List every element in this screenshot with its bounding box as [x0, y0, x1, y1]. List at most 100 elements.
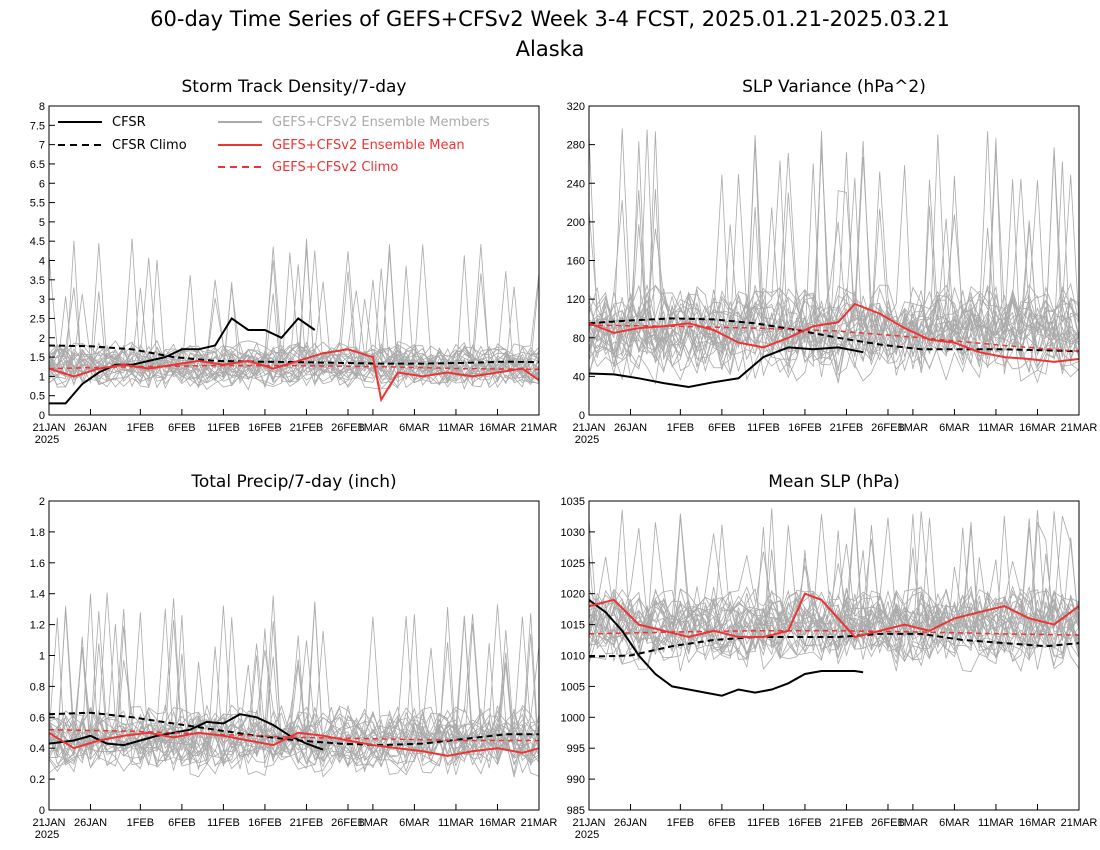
y-tick-label: 1025	[561, 558, 585, 570]
chart-panel-4: Mean SLP (hPa) 985 990 995 1000 1005 1010 1015 1…	[561, 472, 1098, 841]
ensemble-member-line	[589, 522, 1079, 642]
x-year-label: 2025	[35, 829, 59, 841]
x-tick-label: 16FEB	[248, 422, 282, 434]
y-tick-label: 0.2	[30, 774, 45, 786]
x-tick-label: 16MAR	[1019, 817, 1056, 829]
y-tick-label: 0.5	[30, 391, 45, 403]
y-tick-label: 0	[39, 410, 45, 422]
ensemble-member-line	[589, 141, 1079, 373]
y-tick-label: 7.5	[30, 120, 45, 132]
x-tick-label: 26JAN	[74, 422, 107, 434]
x-tick-label: 16MAR	[479, 422, 516, 434]
y-tick-label: 5.5	[30, 198, 45, 210]
x-tick-label: 11MAR	[978, 422, 1014, 434]
ensemble-member-line	[49, 257, 539, 378]
chart-panel-1: Storm Track Density/7-day 0 0.5 1 1.5 2 2.5 3 3.…	[30, 77, 558, 446]
legend-label: GEFS+CFSv2 Ensemble Members	[272, 115, 490, 130]
x-tick-label: 21MAR	[1061, 422, 1098, 434]
ensemble-member-line	[589, 518, 1079, 654]
legend-label: GEFS+CFSv2 Climo	[272, 160, 398, 175]
ensemble-member-line	[49, 259, 539, 389]
x-tick-label: 16FEB	[248, 817, 282, 829]
x-tick-label: 26JAN	[74, 817, 107, 829]
x-tick-label: 6MAR	[399, 422, 430, 434]
series-cfsr-climo	[49, 344, 539, 365]
x-tick-label: 1MAR	[358, 817, 389, 829]
ensemble-member-line	[49, 732, 539, 776]
y-tick-label: 2.5	[30, 313, 45, 325]
x-tick-label: 11FEB	[747, 422, 780, 434]
x-tick-label: 21FEB	[290, 422, 324, 434]
x-tick-label: 6MAR	[939, 422, 970, 434]
ensemble-member-line	[589, 324, 1079, 385]
x-tick-label: 6FEB	[168, 422, 196, 434]
ensemble-member-line	[589, 190, 1079, 343]
y-tick-label: 4	[39, 256, 45, 268]
series-cfsr-climo	[589, 317, 1079, 353]
y-tick-label: 1020	[561, 589, 585, 601]
x-tick-label: 6FEB	[168, 817, 196, 829]
x-tick-label: 21JAN	[572, 817, 605, 829]
y-tick-label: 995	[567, 743, 585, 755]
ensemble-member-line	[49, 250, 539, 387]
y-tick-label: 3.5	[30, 275, 45, 287]
ensemble-member-line	[49, 592, 539, 752]
series-cfsr	[49, 713, 324, 751]
series-gefs-cfsv2-climo	[49, 364, 539, 371]
ensemble-member-line	[589, 514, 1079, 650]
series-cfsr	[589, 599, 864, 697]
panel-title: SLP Variance (hPa^2)	[742, 77, 926, 97]
chart-panel-3: Total Precip/7-day (inch)00.20.40.60.811…	[30, 472, 558, 841]
ensemble-member-line	[589, 507, 1079, 673]
x-tick-label: 6FEB	[708, 422, 736, 434]
series-gefs-cfsv2-ensemble-mean	[49, 731, 539, 757]
y-tick-label: 120	[567, 294, 585, 306]
x-tick-label: 26FEB	[871, 422, 905, 434]
x-tick-label: 16FEB	[788, 422, 822, 434]
figure-subtitle: Alaska	[516, 37, 585, 61]
ensemble-member-line	[49, 238, 539, 377]
y-tick-label: 0	[579, 410, 585, 422]
x-tick-label: 1MAR	[358, 422, 389, 434]
figure-title: 60-day Time Series of GEFS+CFSv2 Week 3-…	[150, 7, 950, 31]
y-tick-label: 990	[567, 774, 585, 786]
x-tick-label: 26FEB	[331, 422, 365, 434]
x-tick-label: 11MAR	[978, 817, 1014, 829]
x-tick-label: 26JAN	[614, 817, 647, 829]
chart-panel-2: SLP Variance (hPa^2) 0 40 80 120 160 200 240 280…	[567, 77, 1098, 446]
y-tick-label: 1	[39, 371, 45, 383]
x-tick-label: 21MAR	[521, 817, 558, 829]
x-tick-label: 1FEB	[667, 422, 695, 434]
x-tick-label: 16FEB	[788, 817, 822, 829]
y-tick-label: 1.2	[30, 620, 45, 632]
y-tick-label: 5	[39, 217, 45, 229]
y-tick-label: 1000	[561, 712, 585, 724]
x-tick-label: 21MAR	[1061, 817, 1098, 829]
x-tick-label: 1MAR	[898, 817, 929, 829]
x-year-label: 2025	[575, 434, 599, 446]
ensemble-member-line	[49, 244, 539, 385]
x-tick-label: 6FEB	[708, 817, 736, 829]
x-tick-label: 11MAR	[438, 817, 474, 829]
x-tick-label: 1FEB	[127, 422, 155, 434]
panel-title: Storm Track Density/7-day	[182, 77, 407, 97]
ensemble-member-line	[589, 557, 1079, 640]
ensemble-member-line	[589, 518, 1079, 663]
plot-area	[589, 128, 1079, 389]
x-tick-label: 11MAR	[438, 422, 474, 434]
ensemble-member-line	[49, 617, 539, 774]
legend: CFSR CFSR Climo GEFS+CFSv2 Ensemble Member…	[58, 115, 490, 175]
y-tick-label: 1.6	[30, 558, 45, 570]
y-tick-label: 1	[39, 651, 45, 663]
x-tick-label: 21FEB	[830, 422, 864, 434]
ensemble-member-line	[589, 301, 1079, 364]
x-tick-label: 11FEB	[207, 422, 240, 434]
plot-area	[589, 507, 1079, 697]
y-tick-label: 985	[567, 805, 585, 817]
ensemble-member-line	[589, 180, 1079, 345]
y-tick-label: 3	[39, 294, 45, 306]
ensemble-member-line	[49, 298, 539, 372]
x-tick-label: 21JAN	[32, 817, 65, 829]
series-cfsr-climo	[589, 632, 1079, 658]
